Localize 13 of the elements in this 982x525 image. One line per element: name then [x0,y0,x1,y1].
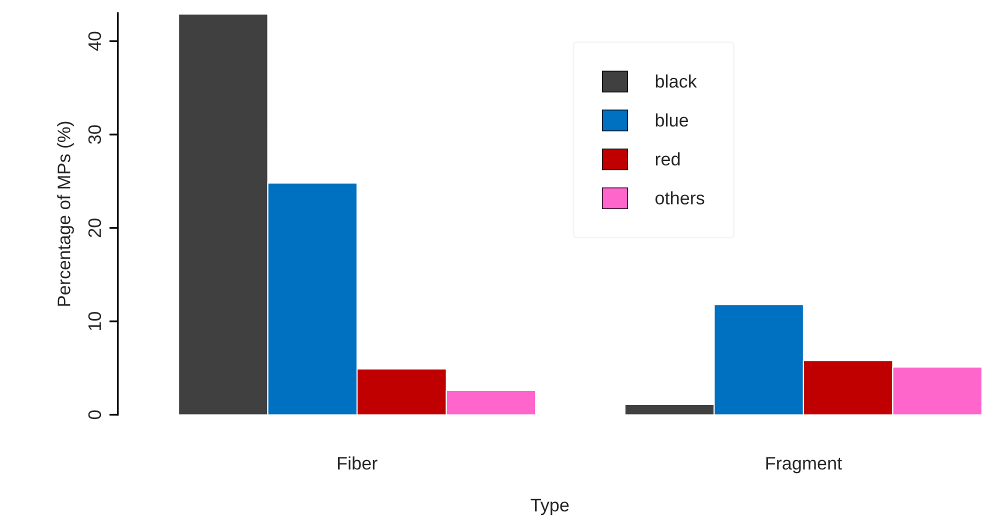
y-axis-title: Percentage of MPs (%) [57,122,74,306]
y-tick-label: 10 [88,312,102,330]
y-tick-label: 20 [88,218,102,238]
x-tick-label: Fiber [338,456,378,470]
x-tick-label: Fragment [766,457,842,474]
x-axis-title: Type [530,498,569,516]
legend-label: others [655,191,704,204]
y-tick-label: 40 [88,32,102,51]
legend-label: black [656,74,697,88]
y-tick-label: 30 [88,125,102,144]
legend-label: blue [656,113,688,127]
legend-label: red [656,152,680,166]
y-tick-label: 0 [88,410,102,420]
